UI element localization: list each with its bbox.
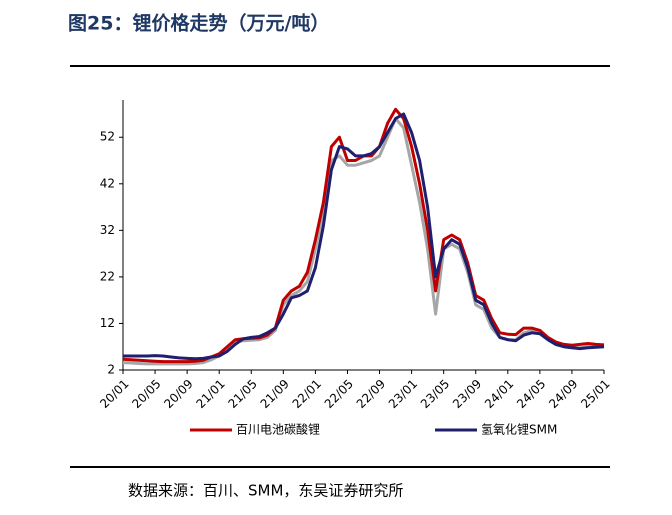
y-tick-label: 52 [100,130,115,144]
legend-label: 氢氧化锂SMM [481,422,557,437]
x-tick-label: 24/01 [482,377,516,411]
x-tick-label: 24/09 [546,377,580,411]
x-tick-label: 24/05 [514,377,548,411]
x-tick-label: 23/01 [386,377,420,411]
y-tick-label: 32 [100,223,115,237]
x-tick-label: 22/01 [290,377,324,411]
series-line [123,112,605,361]
x-tick-label: 20/09 [161,377,195,411]
y-tick-label: 2 [107,363,115,377]
y-tick-label: 22 [100,269,115,283]
chart-title: 图25：锂价格走势（万元/吨） [68,12,329,35]
series-line [122,117,605,366]
series-line [122,107,605,364]
x-tick-label: 22/05 [322,377,356,411]
x-tick-label: 25/01 [578,377,612,411]
x-tick-label: 22/09 [354,377,388,411]
source: 数据来源：百川、SMM，东吴证券研究所 [128,482,403,500]
x-tick-label: 21/01 [193,377,227,411]
x-tick-label: 23/05 [418,377,452,411]
x-tick-label: 21/09 [258,377,292,411]
x-tick-label: 23/09 [450,377,484,411]
x-tick-label: 20/01 [97,377,131,411]
legend-label: 百川电池碳酸锂 [236,422,320,437]
y-tick-label: 42 [100,176,115,190]
x-tick-label: 21/05 [226,377,260,411]
x-tick-label: 20/05 [129,377,163,411]
y-tick-label: 12 [100,316,115,330]
